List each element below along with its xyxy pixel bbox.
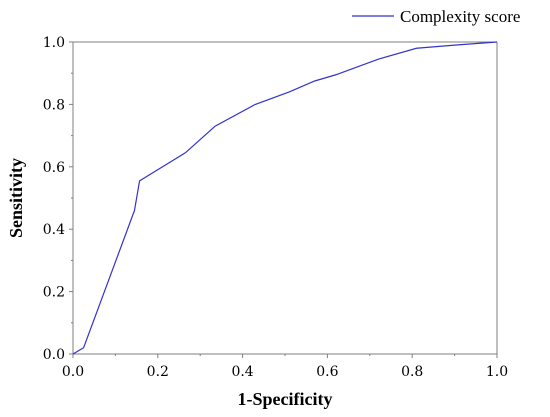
y-tick-label: 0.4 [43, 222, 65, 238]
y-tick-label: 0.2 [43, 285, 65, 301]
x-axis-title: 1-Specificity [238, 389, 333, 409]
x-tick-label: 0.2 [147, 364, 169, 380]
series-line-complexity-score [72, 41, 498, 355]
y-axis-title: Sensitivity [6, 158, 26, 238]
x-tick-label: 0.8 [401, 364, 423, 380]
legend: Complexity score [352, 7, 520, 26]
y-tick-label: 0.8 [43, 97, 65, 113]
y-tick-label: 0.6 [43, 160, 65, 176]
x-tick-label: 0.6 [316, 364, 338, 380]
y-axis-ticks: 0.0 0.2 0.4 0.6 0.8 1.0 [43, 35, 73, 363]
legend-label-complexity-score: Complexity score [400, 7, 520, 26]
plot-area: 0.0 0.2 0.4 0.6 0.8 1.0 0.0 0.2 0.4 0.6 0.8 1.0 [43, 35, 508, 380]
x-tick-label: 0.4 [231, 364, 253, 380]
x-tick-label: 0.0 [62, 364, 84, 380]
x-tick-label: 1.0 [486, 364, 508, 380]
x-axis-ticks: 0.0 0.2 0.4 0.6 0.8 1.0 [62, 354, 508, 380]
y-tick-label: 0.0 [43, 347, 65, 363]
y-tick-label: 1.0 [43, 35, 65, 51]
